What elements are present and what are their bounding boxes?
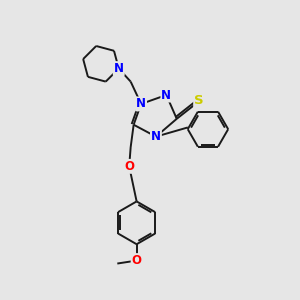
Text: N: N — [151, 130, 161, 143]
Text: O: O — [124, 160, 134, 173]
Text: S: S — [194, 94, 204, 107]
Text: N: N — [136, 98, 146, 110]
Text: N: N — [114, 62, 124, 75]
Text: N: N — [161, 88, 171, 101]
Text: O: O — [132, 254, 142, 267]
